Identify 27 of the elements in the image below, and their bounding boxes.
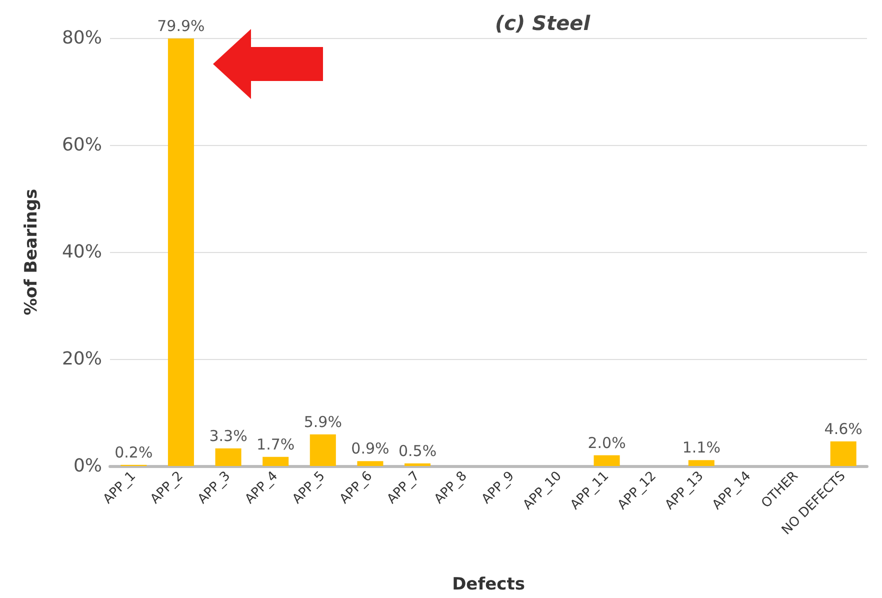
data-label: 3.3% xyxy=(209,426,248,445)
data-label: 0.5% xyxy=(398,442,437,460)
bar xyxy=(594,455,620,466)
bar xyxy=(215,448,242,466)
y-tick-label: 80% xyxy=(62,28,102,48)
bar xyxy=(688,460,714,466)
bar xyxy=(310,434,336,466)
chart-title: (c) Steel xyxy=(495,11,592,35)
bar xyxy=(357,461,384,466)
data-label: 1.7% xyxy=(256,435,295,454)
y-tick-label: 40% xyxy=(62,242,102,262)
bar xyxy=(262,456,289,466)
y-tick-label: 0% xyxy=(73,456,102,476)
y-tick-label: 60% xyxy=(62,134,102,156)
y-tick-label: 20% xyxy=(62,348,102,370)
x-axis-title: Defects xyxy=(452,574,525,594)
bar xyxy=(168,38,194,466)
data-label: 0.9% xyxy=(351,440,390,458)
data-label: 0.2% xyxy=(114,443,153,462)
y-axis-title: %of Bearings xyxy=(22,188,42,316)
data-label: 79.9% xyxy=(157,17,205,36)
data-label: 5.9% xyxy=(304,412,342,431)
bar xyxy=(404,463,431,466)
bar xyxy=(830,441,856,466)
data-label: 1.1% xyxy=(682,438,720,457)
data-label: 2.0% xyxy=(588,434,626,452)
data-label: 4.6% xyxy=(824,420,862,438)
